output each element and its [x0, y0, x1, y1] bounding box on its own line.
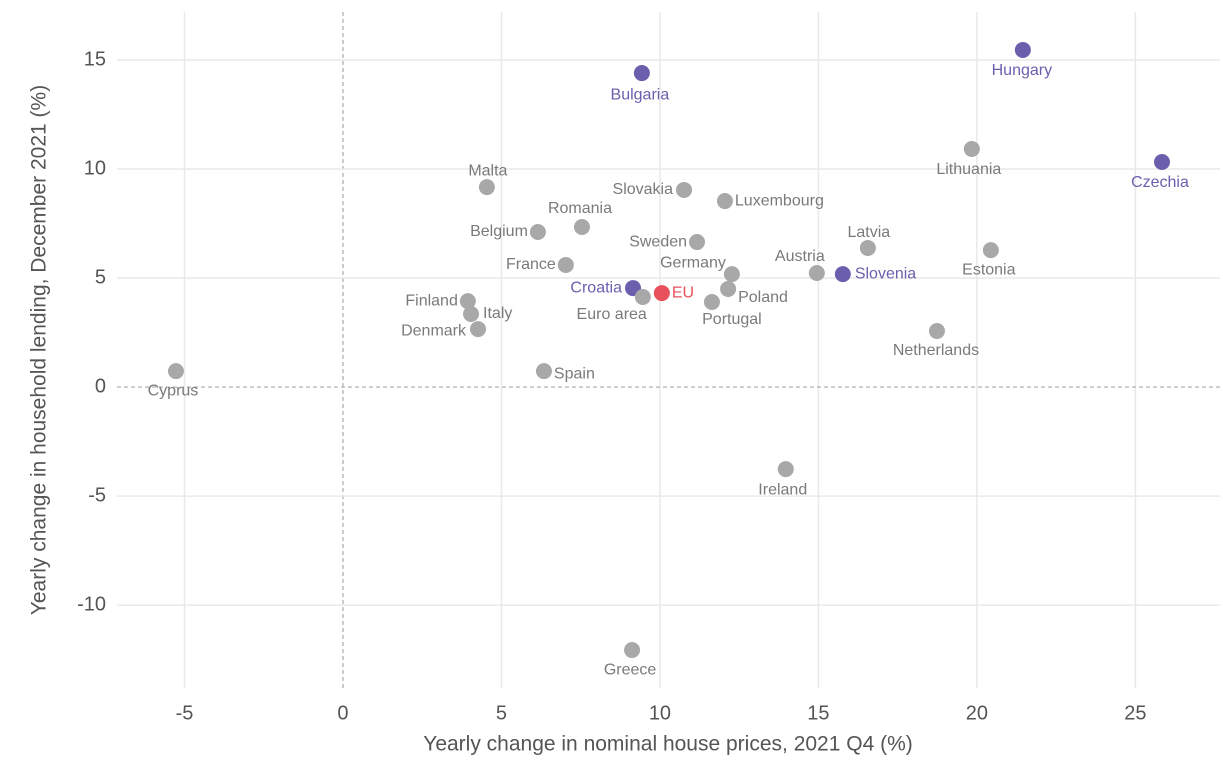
point	[834, 266, 851, 283]
point	[557, 256, 574, 273]
y-tick-label: 0	[95, 375, 106, 397]
point	[982, 242, 999, 259]
point	[624, 642, 641, 659]
point-label: Cyprus	[148, 382, 199, 399]
point-label: Netherlands	[893, 342, 979, 359]
point-label: Spain	[554, 365, 595, 382]
point	[928, 323, 945, 340]
point-label: Germany	[660, 254, 726, 271]
point	[963, 140, 980, 157]
y-tick-label: 10	[84, 157, 106, 179]
point-label: Croatia	[570, 279, 622, 296]
y-tick-label: -10	[77, 593, 106, 615]
point	[720, 280, 737, 297]
point-label: Lithuania	[936, 161, 1001, 178]
point-label: Austria	[775, 248, 825, 265]
point	[459, 293, 476, 310]
point-label: Poland	[738, 289, 788, 306]
point-label: Finland	[405, 292, 457, 309]
point	[529, 224, 546, 241]
point	[634, 289, 651, 306]
point-label: Sweden	[629, 233, 687, 250]
point	[1153, 154, 1170, 171]
y-tick-label: -5	[88, 484, 106, 506]
point-label: Hungary	[992, 62, 1052, 79]
point	[573, 219, 590, 236]
point	[703, 294, 720, 311]
point-label: Estonia	[962, 261, 1015, 278]
point	[478, 179, 495, 196]
point-label: EU	[672, 284, 694, 301]
point	[1014, 41, 1031, 58]
x-tick-label: -5	[176, 702, 194, 724]
point	[808, 265, 825, 282]
point	[689, 234, 706, 251]
point-label: Slovenia	[855, 265, 916, 282]
point	[777, 461, 794, 478]
point-label: Italy	[483, 305, 512, 322]
point-label: Romania	[548, 200, 612, 217]
point-label: France	[506, 256, 556, 273]
point-label: Denmark	[401, 322, 467, 339]
point	[167, 363, 184, 380]
point-label: Bulgaria	[611, 86, 670, 103]
x-tick-label: 0	[337, 702, 348, 724]
y-tick-label: 15	[84, 48, 106, 70]
point	[470, 321, 487, 338]
point-label: Slovakia	[613, 181, 674, 198]
point	[716, 193, 733, 210]
point	[633, 65, 650, 82]
point-label: Belgium	[470, 223, 528, 240]
point-label: Latvia	[848, 224, 891, 241]
point	[653, 285, 670, 302]
x-tick-label: 15	[807, 702, 829, 724]
point	[723, 266, 740, 283]
x-tick-label: 10	[649, 702, 671, 724]
point-label: Czechia	[1131, 174, 1189, 191]
point-label: Portugal	[702, 311, 762, 328]
x-tick-label: 25	[1124, 702, 1146, 724]
point-label: Malta	[468, 162, 507, 179]
point	[676, 181, 693, 198]
x-tick-label: 20	[966, 702, 988, 724]
point-label: Luxembourg	[735, 192, 824, 209]
point-label: Greece	[604, 661, 657, 678]
y-axis-title: Yearly change in household lending, Dece…	[28, 85, 51, 615]
y-tick-label: 5	[95, 266, 106, 288]
point-label: Ireland	[758, 481, 807, 498]
x-axis-title: Yearly change in nominal house prices, 2…	[423, 733, 913, 756]
point	[859, 239, 876, 256]
point	[535, 363, 552, 380]
point	[463, 306, 480, 323]
x-tick-label: 5	[496, 702, 507, 724]
point-label: Euro area	[577, 306, 647, 323]
